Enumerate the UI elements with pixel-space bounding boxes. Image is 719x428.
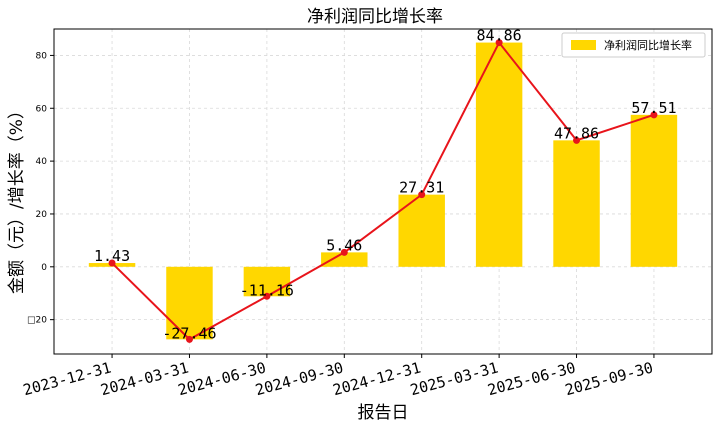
bar [321,252,368,267]
line-point [340,248,348,256]
data-label: -27.46 [162,324,216,342]
grid [54,29,712,354]
y-tick-label: 20 [36,210,48,220]
x-axis-label: 报告日 [358,403,409,423]
line-point [495,39,503,47]
y-tick-label: 80 [36,51,48,61]
x-tick-label: 2025-06-30 [486,358,578,399]
y-tick-label: 40 [36,157,48,167]
x-tick-label: 2023-12-31 [21,358,113,399]
bar [166,266,213,340]
x-tick-label: 2024-03-31 [99,358,191,399]
x-tick-label: 2024-06-30 [176,358,268,399]
line-point [573,136,581,144]
x-tick-label: 2025-03-31 [408,358,500,399]
legend-box [561,32,706,58]
plot-frame [53,28,713,355]
line-point [108,259,116,267]
line-path [111,40,655,341]
data-label: 57.51 [631,99,676,117]
data-label: 84.86 [477,27,522,45]
chart-title: 净利润同比增长率 [307,7,443,27]
bar [475,42,523,267]
bar [630,114,678,267]
bar [243,266,291,297]
data-label: -11.16 [240,281,294,299]
bar [553,140,600,267]
y-tick-label: 0 [41,263,47,273]
bars [88,42,678,340]
y-axis: □20 0 20 40 60 80 [27,51,54,326]
x-tick-label: 2024-12-31 [331,358,423,399]
line-point [650,111,658,119]
x-tick-label: 2024-09-30 [253,358,345,399]
y-tick-label: □20 [27,316,47,326]
line-point [263,292,271,300]
legend-label: 净利润同比增长率 [604,38,692,52]
y-axis-label: 金额（元）/增长率（%） [7,102,27,294]
data-labels: 1.43 -27.46 -11.16 5.46 27.31 84.86 47.86 57.51 [94,27,677,343]
x-axis: 2023-12-312024-03-312024-06-302024-09-30… [21,354,655,399]
data-label: 27.31 [399,179,444,197]
legend: 净利润同比增长率 [561,32,706,58]
line-series [108,39,658,343]
line-point [418,191,426,199]
data-label: 47.86 [554,124,599,142]
bar [398,194,445,267]
data-label: 1.43 [94,247,130,265]
x-tick-label: 2025-09-30 [563,358,655,399]
line-point [185,335,193,343]
legend-swatch [571,40,596,50]
data-label: 5.46 [326,236,362,254]
y-tick-label: 60 [36,104,48,114]
